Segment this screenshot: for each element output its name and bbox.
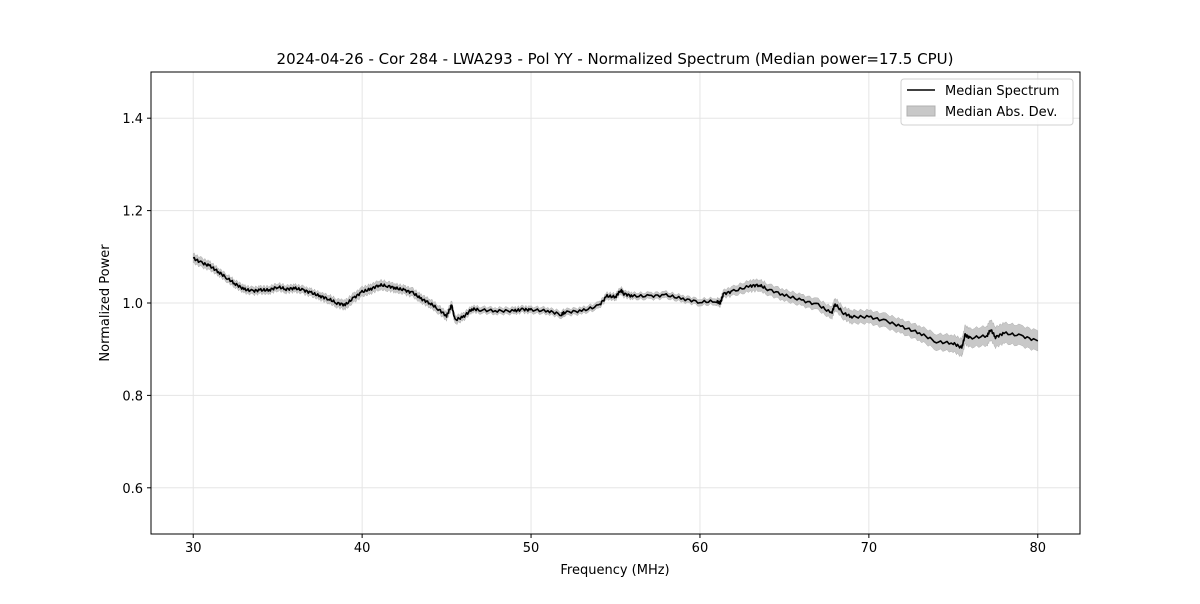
x-tick-label: 60 xyxy=(692,541,709,556)
x-tick-label: 70 xyxy=(861,541,878,556)
x-tick-label: 30 xyxy=(185,541,202,556)
x-tick-label: 80 xyxy=(1029,541,1046,556)
mad-band xyxy=(192,252,1039,358)
x-axis: 30 40 50 60 70 80 xyxy=(185,534,1046,556)
legend-box xyxy=(900,78,1074,126)
y-axis: 0.6 0.8 1.0 1.2 1.4 xyxy=(122,112,151,497)
legend-label-mad: Median Abs. Dev. xyxy=(945,105,1057,120)
y-tick-label: 1.2 xyxy=(122,205,143,220)
y-axis-label: Normalized Power xyxy=(98,244,113,362)
x-tick-label: 50 xyxy=(523,541,540,556)
y-tick-label: 1.0 xyxy=(122,297,143,312)
legend: Median Spectrum Median Abs. Dev. xyxy=(900,78,1074,126)
y-tick-label: 0.6 xyxy=(122,482,143,497)
y-tick-label: 1.4 xyxy=(122,112,143,127)
y-tick-label: 0.8 xyxy=(122,389,143,404)
x-axis-label: Frequency (MHz) xyxy=(560,563,669,578)
legend-band-swatch xyxy=(906,105,936,117)
legend-label-median: Median Spectrum xyxy=(945,84,1059,99)
chart-title: 2024-04-26 - Cor 284 - LWA293 - Pol YY -… xyxy=(277,50,954,68)
median-spectrum-line xyxy=(192,256,1039,349)
x-tick-label: 40 xyxy=(354,541,371,556)
